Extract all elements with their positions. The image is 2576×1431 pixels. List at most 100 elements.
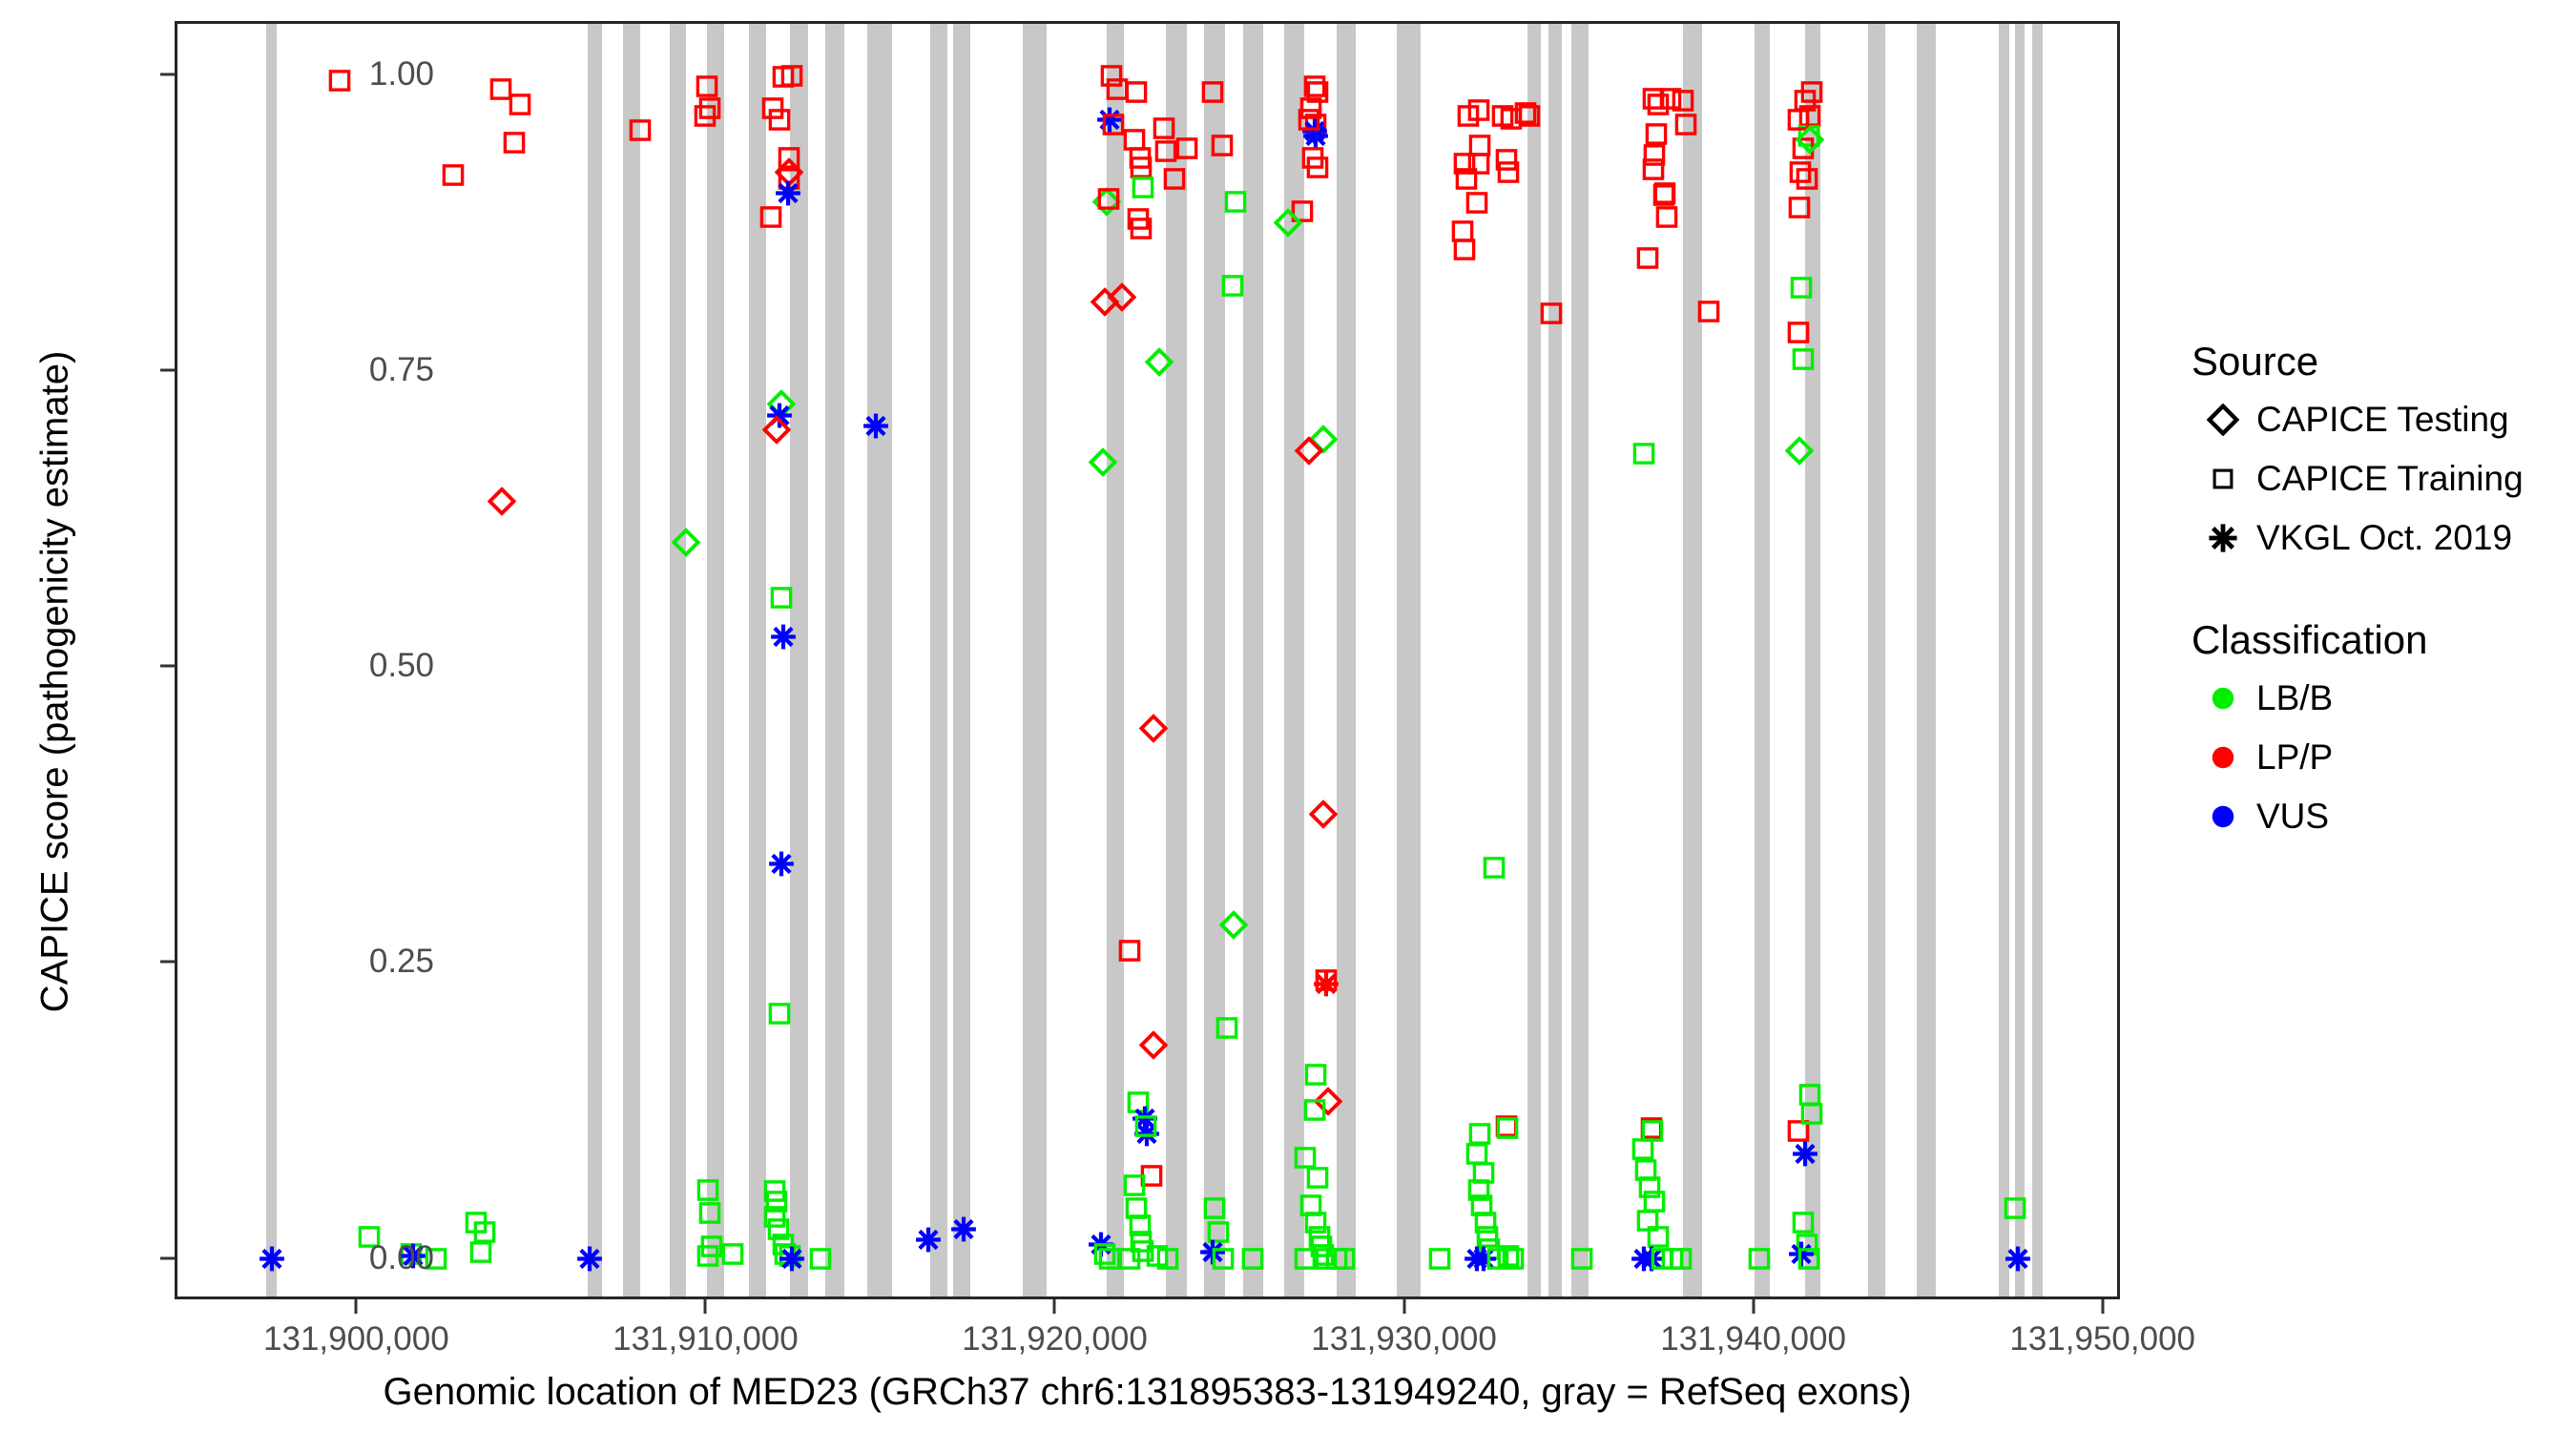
data-point — [1786, 107, 1811, 136]
data-point — [1482, 856, 1506, 885]
data-point — [1138, 1030, 1169, 1065]
data-point — [1128, 145, 1153, 175]
data-point — [1202, 1196, 1227, 1226]
data-point — [1162, 167, 1187, 197]
data-point — [1791, 1140, 1819, 1173]
data-point — [1131, 175, 1155, 204]
data-point — [693, 104, 717, 134]
data-point — [777, 145, 801, 175]
legend-item-classification-LB-B[interactable]: LB/B — [2190, 669, 2562, 728]
exon-band — [748, 24, 766, 1296]
data-point — [488, 76, 513, 106]
data-point — [1215, 1015, 1239, 1045]
data-point — [1799, 1102, 1824, 1131]
data-point — [1223, 189, 1248, 218]
data-point — [1471, 1161, 1496, 1191]
data-point — [1302, 1098, 1327, 1128]
exon-band — [1396, 24, 1422, 1296]
data-point — [2003, 1196, 2027, 1226]
data-point — [1466, 1177, 1491, 1207]
data-point — [1155, 1246, 1180, 1275]
legend-title-source: Source — [2192, 339, 2319, 384]
data-point — [1669, 1246, 1693, 1275]
data-point — [1290, 198, 1315, 228]
data-point — [695, 74, 719, 104]
data-point — [1631, 1137, 1655, 1167]
data-point — [671, 528, 700, 561]
data-point — [1101, 112, 1126, 141]
data-point — [1294, 436, 1324, 470]
x-axis-tick-label: 131,950,000 — [2009, 1320, 2196, 1358]
data-point — [1153, 139, 1178, 169]
exon-band — [1917, 24, 1937, 1296]
exon-band — [1337, 24, 1357, 1296]
data-point — [1642, 143, 1667, 173]
data-point — [1129, 217, 1153, 246]
x-axis-tick-label: 131,920,000 — [962, 1320, 1148, 1358]
data-point — [1501, 1246, 1526, 1275]
legend-title-classification: Classification — [2192, 617, 2428, 662]
exon-band — [825, 24, 845, 1296]
data-point — [914, 1225, 943, 1258]
data-point — [1465, 190, 1489, 219]
data-point — [1308, 799, 1339, 834]
data-point — [1787, 195, 1812, 224]
data-point — [1088, 446, 1118, 481]
data-point — [1427, 1246, 1452, 1275]
data-point — [1791, 1211, 1816, 1240]
data-point — [1452, 238, 1477, 267]
data-point — [1314, 968, 1339, 998]
data-point — [1539, 301, 1564, 331]
data-point — [1303, 1063, 1328, 1092]
data-point — [778, 1244, 806, 1277]
data-point — [1637, 1175, 1662, 1205]
data-point — [1646, 92, 1671, 121]
x-axis-tick-label: 131,930,000 — [1311, 1320, 1497, 1358]
legend-item-source-square[interactable]: CAPICE Training — [2190, 449, 2562, 508]
legend-item-classification-VUS[interactable]: VUS — [2190, 787, 2562, 846]
legend-item-source-diamond[interactable]: CAPICE Testing — [2190, 390, 2562, 449]
exon-band — [588, 24, 602, 1296]
data-point — [1107, 282, 1137, 317]
data-point — [1644, 121, 1669, 151]
color-dot-icon — [2190, 743, 2256, 772]
data-point — [1131, 1239, 1155, 1269]
y-axis-title: CAPICE score (pathogenicity estimate) — [33, 350, 76, 1013]
exon-band — [2014, 24, 2025, 1296]
exon-band — [1682, 24, 1702, 1296]
data-point — [1218, 909, 1249, 944]
data-point — [1332, 1246, 1357, 1275]
y-axis-tick-mark — [160, 960, 175, 964]
data-point — [1513, 100, 1538, 130]
data-point — [2004, 1244, 2032, 1277]
exon-band — [866, 24, 892, 1296]
exon-band — [1106, 24, 1125, 1296]
data-point — [1796, 125, 1825, 159]
data-point — [758, 204, 783, 234]
data-point — [1646, 1225, 1671, 1255]
x-axis-tick-mark — [1402, 1299, 1406, 1314]
data-point — [1786, 321, 1811, 350]
data-point-layer — [177, 24, 2117, 1296]
legend: Source CAPICE Testing CAPICE Training VKGL… — [2190, 339, 2562, 896]
data-point — [1631, 441, 1656, 470]
legend-item-source-asterisk[interactable]: VKGL Oct. 2019 — [2190, 508, 2562, 568]
asterisk-icon — [2190, 522, 2256, 554]
x-axis-tick-mark — [1752, 1299, 1755, 1314]
legend-item-classification-LP-P[interactable]: LP/P — [2190, 728, 2562, 787]
data-point — [1200, 80, 1225, 110]
data-point — [1785, 436, 1815, 470]
exon-band — [2031, 24, 2043, 1296]
data-point — [468, 1240, 493, 1270]
legend-item-label: VKGL Oct. 2019 — [2256, 518, 2513, 557]
data-point — [1305, 80, 1330, 110]
exon-band — [1165, 24, 1187, 1296]
data-point — [1297, 107, 1321, 136]
x-axis-tick-mark — [1052, 1299, 1056, 1314]
x-axis-tick-mark — [354, 1299, 358, 1314]
exon-band — [1242, 24, 1264, 1296]
exon-band — [706, 24, 724, 1296]
data-point — [1747, 1246, 1772, 1275]
data-point — [762, 1205, 787, 1234]
data-point — [1456, 104, 1481, 134]
